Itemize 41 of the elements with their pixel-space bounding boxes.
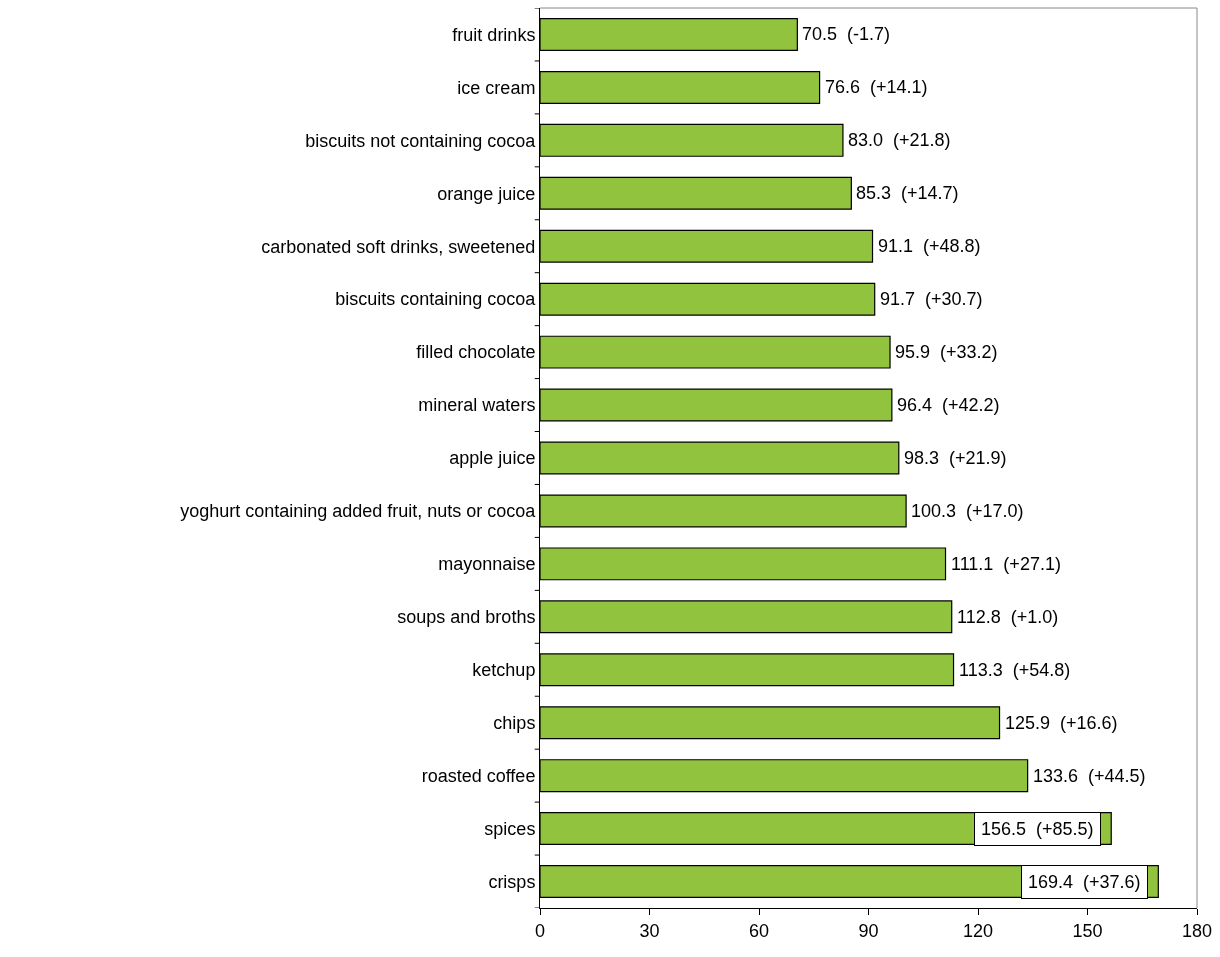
y-tick-label: chips xyxy=(493,713,536,734)
data-label: 83.0 (+21.8) xyxy=(848,130,951,150)
y-tick-label: ice cream xyxy=(457,77,536,98)
data-label: 125.9 (+16.6) xyxy=(1005,713,1118,733)
y-tick-label: carbonated soft drinks, sweetened xyxy=(261,236,536,257)
data-label: 156.5 (+85.5) xyxy=(981,819,1094,839)
x-tick-label: 30 xyxy=(639,920,660,941)
y-tick-label: fruit drinks xyxy=(452,24,536,45)
data-label: 91.7 (+30.7) xyxy=(880,289,983,309)
x-tick-label: 60 xyxy=(748,920,770,941)
y-tick-label: filled chocolate xyxy=(416,342,536,363)
y-tick-label: biscuits not containing cocoa xyxy=(305,130,537,151)
data-label: 85.3 (+14.7) xyxy=(856,183,959,203)
y-tick-label: apple juice xyxy=(449,448,536,469)
data-label: 70.5 (-1.7) xyxy=(802,24,891,44)
y-tick-label: roasted coffee xyxy=(421,765,536,786)
x-tick-label: 120 xyxy=(962,920,994,941)
data-label: 113.3 (+54.8) xyxy=(959,660,1071,680)
data-label: 133.6 (+44.5) xyxy=(1033,766,1146,786)
data-label: 111.1 (+27.1) xyxy=(951,554,1061,574)
data-label: 100.3 (+17.0) xyxy=(911,501,1024,521)
data-label: 112.8 (+1.0) xyxy=(957,607,1059,627)
data-label: 169.4 (+37.6) xyxy=(1028,872,1141,892)
y-tick-label: spices xyxy=(484,818,536,839)
data-label: 96.4 (+42.2) xyxy=(897,395,1000,415)
y-tick-label: mineral waters xyxy=(418,395,536,416)
data-label: 76.6 (+14.1) xyxy=(825,77,928,97)
data-label: 98.3 (+21.9) xyxy=(904,448,1007,468)
y-tick-label: biscuits containing cocoa xyxy=(335,289,537,310)
y-tick-label: ketchup xyxy=(472,660,536,681)
y-tick-label: orange juice xyxy=(437,183,536,204)
y-tick-label: soups and broths xyxy=(397,607,536,628)
y-tick-label: yoghurt containing added fruit, nuts or cocoa xyxy=(180,501,537,522)
x-tick-label: 150 xyxy=(1072,920,1103,941)
data-label: 91.1 (+48.8) xyxy=(878,236,981,256)
x-tick-label: 0 xyxy=(534,920,546,941)
y-tick-label: mayonnaise xyxy=(438,554,536,575)
y-tick-label: crisps xyxy=(488,871,536,892)
x-tick-label: 180 xyxy=(1181,920,1213,941)
data-label: 95.9 (+33.2) xyxy=(895,342,998,362)
x-tick-label: 90 xyxy=(858,920,879,941)
